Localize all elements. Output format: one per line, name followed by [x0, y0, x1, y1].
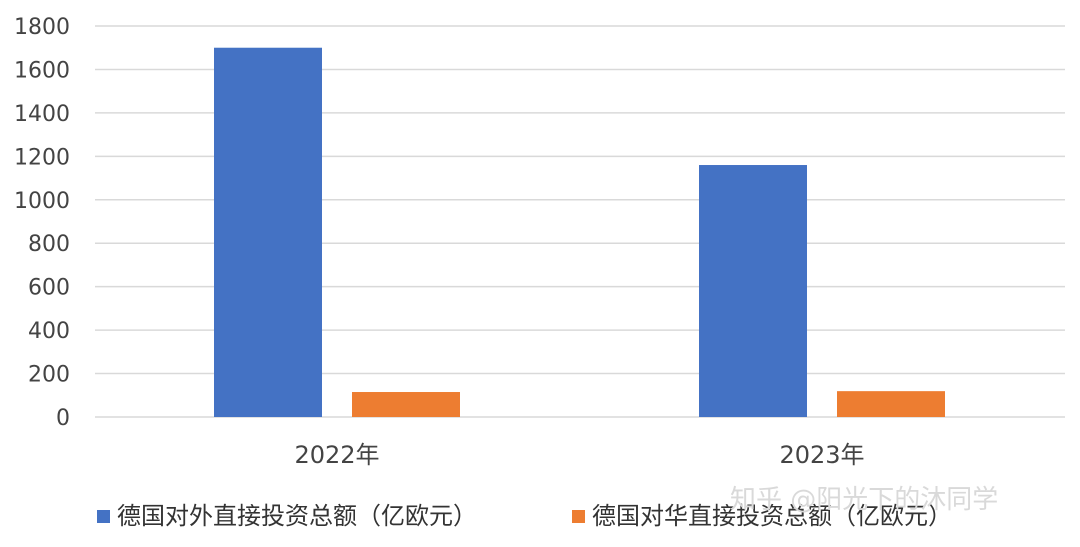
- bar-china-fdi-1: [837, 391, 945, 417]
- y-axis-tick-labels: 0 200 400 600 800 1000 1200 1400 1600 1800: [14, 15, 70, 431]
- y-tick-label: 1200: [14, 145, 70, 170]
- y-tick-label: 600: [28, 276, 70, 301]
- y-tick-label: 1400: [14, 102, 70, 127]
- y-tick-label: 1000: [14, 189, 70, 214]
- x-axis-category-labels: 2022年 2023年: [294, 441, 864, 469]
- legend: 德国对外直接投资总额（亿欧元） 德国对华直接投资总额（亿欧元）: [97, 502, 952, 530]
- legend-swatch: [97, 510, 110, 523]
- y-tick-label: 400: [28, 319, 70, 344]
- x-category-label: 2023年: [779, 441, 864, 469]
- x-category-label: 2022年: [294, 441, 379, 469]
- legend-swatch: [572, 510, 585, 523]
- watermark-text: 知乎 @阳光下的沐同学: [730, 485, 998, 515]
- y-tick-label: 1800: [14, 15, 70, 40]
- y-tick-label: 1600: [14, 58, 70, 83]
- bar-outward-fdi-1: [699, 165, 807, 417]
- bar-outward-fdi-0: [214, 47, 322, 417]
- y-tick-label: 800: [28, 232, 70, 257]
- y-tick-label: 200: [28, 363, 70, 388]
- legend-label: 德国对外直接投资总额（亿欧元）: [117, 502, 477, 530]
- legend-label: 德国对华直接投资总额（亿欧元）: [592, 502, 952, 530]
- bars: [214, 47, 945, 417]
- y-tick-label: 0: [56, 406, 70, 431]
- bar-china-fdi-0: [352, 392, 460, 417]
